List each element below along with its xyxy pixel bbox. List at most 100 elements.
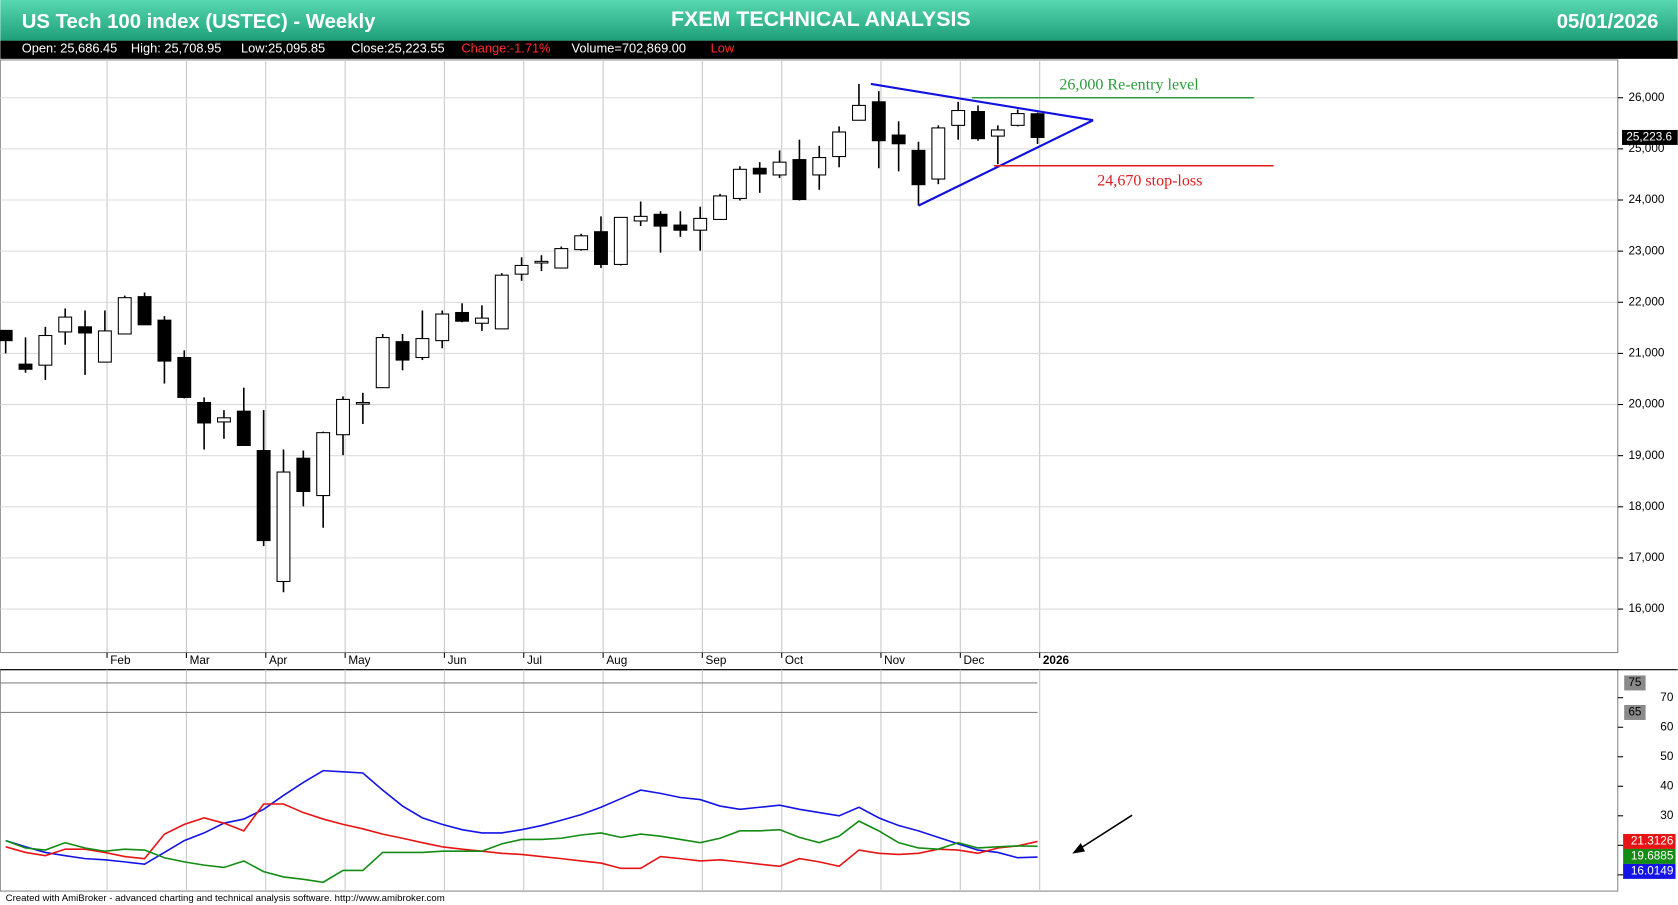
value-tag-label: 21.3126 [1631,835,1674,848]
candle-body [58,316,73,333]
x-tick-label: Mar [190,654,210,667]
candle-body [653,213,668,227]
candle-body [256,450,271,542]
indicator-line [5,820,1038,884]
candle-body [18,363,33,370]
candle-body [891,134,906,145]
x-tick-label: Jun [448,654,467,667]
price-panel [0,59,1619,654]
title: US Tech 100 index (USTEC) - Weekly [22,11,376,33]
candle-body [1030,113,1045,138]
level-box [1624,704,1646,720]
candle-body [713,195,727,220]
indicator-line [5,769,1038,866]
y-tick-label: 26,000 [1628,91,1664,104]
candle-body [732,168,747,200]
y-tick-label: 21,000 [1628,347,1664,360]
candle-body [911,149,926,186]
candle-body [792,159,807,201]
y-tick-label: 18,000 [1628,500,1664,513]
candle-body [613,216,628,265]
x-tick-label: Dec [964,654,985,667]
center-title: FXEM TECHNICAL ANALYSIS [671,7,971,31]
info-item: Low:25,095.85 [241,41,325,56]
y-tick-label: 16,000 [1628,602,1664,615]
candle-body [177,356,192,398]
trendline [870,82,1094,122]
candle-body [534,260,549,264]
candle-body [395,341,410,361]
candle-body [514,264,529,275]
candle-body [415,338,430,359]
y-tick-label: 30 [1660,809,1674,822]
candle-body [316,432,331,497]
info-bar [0,40,1678,59]
candle-body [633,215,648,222]
candle-body [276,471,291,583]
indicator-panel [0,669,1619,892]
candle-body [455,311,470,322]
x-tick-label: May [348,654,370,667]
candle-body [871,101,886,142]
y-tick-label: 20,000 [1628,398,1664,411]
info-item: Open: 25,686.45 [22,41,118,56]
candle-body [752,167,767,175]
indicator-line [5,803,1038,870]
candle-body [931,127,946,180]
value-tag [1623,833,1676,849]
price-tag-label: 25,223.6 [1626,131,1672,144]
level-label: 24,670 stop-loss [1097,172,1202,189]
info-item: Close:25,223.55 [351,41,444,56]
level-label: 65 [1628,706,1642,719]
y-tick-label: 22,000 [1628,295,1664,308]
trendline [918,119,1094,207]
arrow [1072,814,1133,854]
candle-body [0,329,13,342]
candle-body [375,337,390,389]
level-label: 26,000 Re-entry level [1059,77,1199,94]
candle-body [117,297,132,335]
candle-body [435,313,450,342]
y-tick-label: 19,000 [1628,449,1664,462]
candle-body [772,161,787,176]
candle-body [78,326,93,334]
candle-body [574,235,589,251]
candle-body [296,457,311,493]
x-tick-label: Feb [110,654,131,667]
x-tick-label: 2026 [1043,654,1070,667]
candle-body [851,104,866,121]
candle-body [355,401,370,405]
candle-body [216,417,231,423]
info-item: High: 25,708.95 [131,41,222,56]
candle-body [137,296,152,326]
candle-body [673,224,688,231]
value-tag [1623,863,1676,879]
x-tick-label: Aug [606,654,627,667]
footer: Created with AmiBroker - advanced charti… [6,893,445,904]
candle-body [494,274,509,330]
candle-body [236,410,251,446]
candle-body [594,231,608,265]
candle-body [97,330,112,363]
y-tick-label: 60 [1660,720,1674,733]
value-tag-label: 19.6885 [1631,850,1674,863]
candle-body [812,157,827,176]
candle-body [474,317,489,324]
candle-body [951,109,966,126]
level-label: 75 [1628,676,1642,689]
x-tick-label: Oct [785,654,804,667]
y-tick-label: 70 [1660,691,1674,704]
date: 05/01/2026 [1557,11,1659,33]
candle-body [832,131,847,158]
candle-body [1010,113,1025,126]
x-tick-label: Sep [706,654,727,667]
info-item: Change:-1.71% [461,41,550,56]
candle-body [38,334,53,366]
x-tick-label: Jul [527,654,542,667]
y-tick-label: 17,000 [1628,551,1664,564]
candle-body [971,111,985,140]
y-tick-label: 40 [1660,779,1674,792]
x-tick-label: Nov [884,654,905,667]
y-tick-label: 24,000 [1628,193,1664,206]
candle-body [336,398,350,436]
